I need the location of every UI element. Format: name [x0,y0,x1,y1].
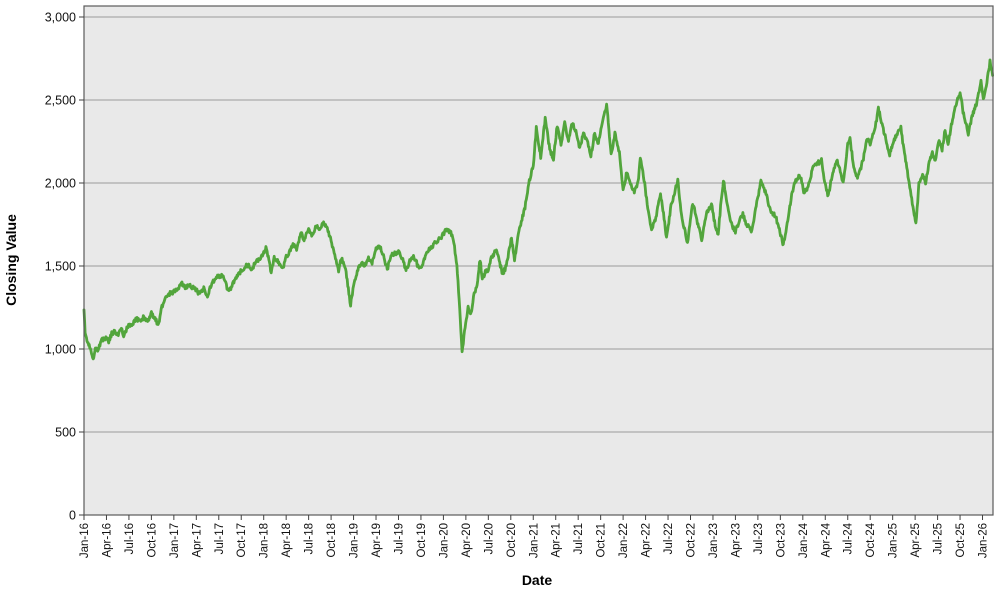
x-tick-label: Jul-24 [843,522,855,554]
x-tick-label: Apr-23 [730,523,742,558]
x-tick-label: Apr-16 [101,523,113,558]
x-tick-label: Jan-18 [259,523,271,558]
x-tick-label: Jan-26 [978,523,990,558]
x-tick-label: Jul-25 [933,523,945,554]
x-tick-label: Apr-18 [281,523,293,558]
x-tick-label: Jul-22 [663,523,675,554]
x-tick-label: Jan-24 [798,522,810,558]
x-tick-label: Oct-22 [685,523,697,558]
x-tick-label: Jul-17 [214,523,226,554]
y-tick-label: 1,000 [45,343,76,357]
x-tick-label: Apr-21 [551,523,563,558]
x-tick-label: Jan-19 [349,523,361,558]
y-tick-label: 2,500 [45,94,76,108]
x-tick-label: Oct-19 [416,523,428,558]
y-tick-label: 1,500 [45,260,76,274]
x-tick-label: Apr-20 [461,523,473,558]
x-tick-label: Apr-25 [910,523,922,558]
x-tick-label: Oct-20 [506,523,518,558]
x-tick-label: Oct-25 [955,523,967,558]
y-axis-title: Closing Value [3,214,19,306]
x-tick-label: Jul-18 [304,523,316,554]
x-tick-label: Jan-23 [708,523,720,558]
x-tick-label: Oct-17 [236,523,248,558]
x-tick-label: Jan-17 [169,523,181,558]
plot-area [84,6,993,515]
x-tick-label: Oct-21 [596,523,608,558]
x-tick-label: Jul-16 [124,523,136,554]
x-tick-label: Jan-25 [888,523,900,558]
x-tick-label: Oct-16 [146,523,158,558]
x-tick-label: Oct-24 [865,522,877,557]
y-tick-label: 3,000 [45,11,76,25]
plot-border [83,5,994,516]
x-tick-label: Jul-21 [573,523,585,554]
x-tick-label: Apr-24 [820,522,832,557]
x-tick-label: Jan-22 [618,523,630,558]
y-tick-label: 0 [69,509,76,523]
x-tick-label: Apr-17 [191,523,203,558]
x-tick-label: Apr-19 [371,523,383,558]
x-tick-label: Jan-21 [528,523,540,558]
y-tick-label: 2,000 [45,177,76,191]
x-axis-title: Date [521,572,553,588]
x-tick-label: Oct-23 [775,523,787,558]
x-tick-label: Jan-20 [438,523,450,558]
x-tick-label: Apr-22 [641,523,653,558]
x-tick-label: Jul-23 [753,523,765,554]
x-tick-label: Jul-19 [393,523,405,554]
x-tick-label: Jan-16 [79,523,91,558]
y-tick-label: 500 [55,426,76,440]
x-tick-label: Oct-18 [326,523,338,558]
closing-value-series [82,58,994,361]
x-tick-label: Jul-20 [483,523,495,554]
